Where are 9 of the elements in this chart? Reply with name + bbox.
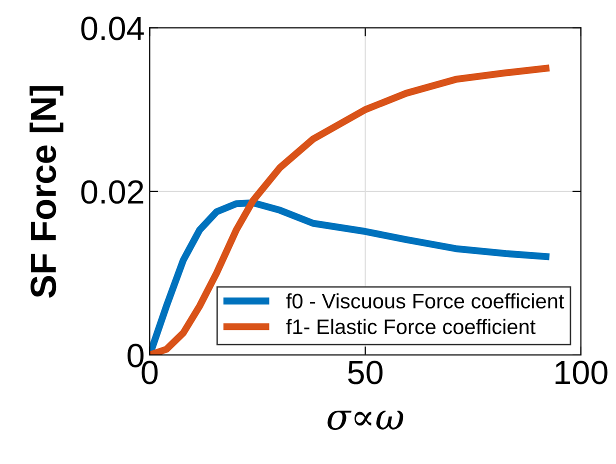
y-tick-label: 0 [128,344,144,368]
y-axis-title: SF Force [N] [30,86,64,298]
y-tick-label: 0.04 [81,16,144,40]
x-tick-label: 50 [348,360,383,384]
y-tick-label: 0.02 [81,180,144,204]
legend-label: f0 - Viscuous Force coefficient [286,293,564,309]
x-axis-title: σ∝ω [328,410,404,430]
x-tick-label: 100 [556,360,608,384]
legend-label: f1- Elastic Force coefficient [286,318,536,334]
